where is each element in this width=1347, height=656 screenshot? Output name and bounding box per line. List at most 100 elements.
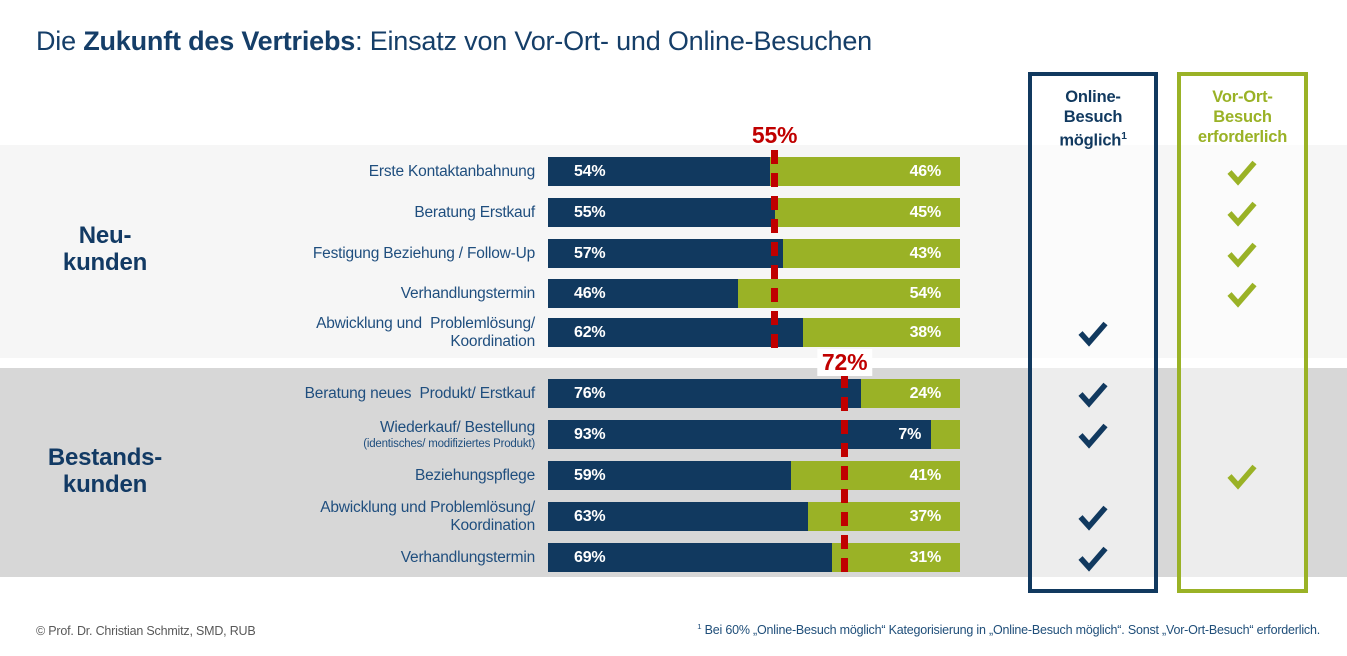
online-check-icon — [1077, 545, 1109, 572]
threshold-line-55 — [771, 150, 779, 357]
row-label: Erste Kontaktanbahnung — [0, 163, 535, 181]
bar-value: 46% — [574, 284, 606, 302]
footnote-marker: 1 — [697, 622, 702, 631]
stacked-bar: 63% 37% — [548, 502, 960, 531]
bar-value: 31% — [909, 548, 942, 566]
bar-value: 7% — [898, 425, 922, 443]
bar-segment-navy: 46% — [548, 279, 738, 308]
bar-value: 76% — [574, 384, 606, 402]
online-check-icon — [1077, 422, 1109, 449]
bar-segment-navy: 59% — [548, 461, 792, 490]
threshold-label-72: 72% — [816, 349, 873, 376]
row-label-text: Beratung Erstkauf — [414, 203, 535, 221]
chart-row: Beratung neues Produkt/ Erstkauf 76% 24% — [0, 379, 960, 408]
bar-value: 54% — [909, 284, 942, 302]
bar-value: 41% — [909, 466, 942, 484]
row-label: Beratung Erstkauf — [0, 204, 535, 222]
footnote-text: 1 Bei 60% „Online-Besuch möglich“ Katego… — [697, 622, 1320, 637]
row-label: Festigung Beziehung / Follow-Up — [0, 245, 535, 263]
vor-ort-check-icon — [1226, 463, 1258, 490]
row-label-text: Koordination — [450, 516, 535, 534]
bar-value: 59% — [574, 466, 606, 484]
bar-value: 54% — [574, 162, 606, 180]
stacked-bar: 54% 46% — [548, 157, 960, 186]
column-online-header: Online- Besuch möglich1 — [1032, 76, 1154, 151]
stacked-bar: 76% 24% — [548, 379, 960, 408]
row-label: Wiederkauf/ Bestellung (identisches/ modi… — [0, 419, 535, 451]
row-label: Abwicklung und Problemlösung/Koordinatio… — [0, 499, 535, 535]
chart-row: Beratung Erstkauf 55% 45% — [0, 198, 960, 227]
stacked-bar: 57% 43% — [548, 239, 960, 268]
group-label-line: kunden — [62, 249, 148, 276]
row-label-text: Abwicklung und Problemlösung/ — [320, 498, 535, 516]
bar-segment-green: 41% — [791, 461, 960, 490]
column-header-line: Vor-Ort- — [1212, 88, 1273, 106]
stacked-bar: 93% 7% — [548, 420, 960, 449]
stacked-bar: 55% 45% — [548, 198, 960, 227]
row-label: Verhandlungstermin — [0, 549, 535, 567]
bar-segment-green: 37% — [807, 502, 960, 531]
stacked-bar: 62% 38% — [548, 318, 960, 347]
chart-row: Erste Kontaktanbahnung 54% 46% — [0, 157, 960, 186]
row-label: Abwicklung und Problemlösung/Koordinatio… — [0, 315, 535, 351]
bar-segment-green: 24% — [861, 379, 960, 408]
column-voro-header: Vor-Ort- Besuch erforderlich — [1181, 76, 1304, 147]
row-label-text: Beziehungspflege — [414, 466, 535, 484]
bar-segment-navy: 93% 7% — [548, 420, 932, 449]
chart-row: Wiederkauf/ Bestellung (identisches/ modi… — [0, 419, 960, 451]
chart-row: Abwicklung und Problemlösung/Koordinatio… — [0, 315, 960, 350]
copyright-text: © Prof. Dr. Christian Schmitz, SMD, RUB — [36, 624, 256, 638]
bar-value: 69% — [574, 548, 606, 566]
group-label-line: kunden — [62, 471, 148, 498]
column-header-line: Besuch — [1063, 108, 1123, 126]
bar-value: 45% — [909, 203, 942, 221]
column-header-line: Besuch — [1213, 108, 1272, 126]
bar-segment-navy: 57% — [548, 239, 783, 268]
column-vor-ort-besuch: Vor-Ort- Besuch erforderlich — [1177, 72, 1308, 593]
bar-segment-green: 38% — [803, 318, 960, 347]
vor-ort-check-icon — [1226, 159, 1258, 186]
title-bold: Zukunft des Vertriebs — [83, 26, 356, 56]
bar-value: 62% — [574, 323, 606, 341]
bar-segment-green: 43% — [782, 239, 960, 268]
threshold-line-72 — [841, 374, 849, 581]
threshold-label-55: 55% — [751, 122, 798, 148]
online-check-icon — [1077, 320, 1109, 347]
group-label-neukunden: Neu- kunden — [15, 222, 195, 276]
column-header-line: erforderlich — [1197, 128, 1288, 146]
bar-value: 38% — [909, 323, 942, 341]
title-suffix: : Einsatz von Vor-Ort- und Online-Besuch… — [355, 26, 872, 56]
column-header-line: Online- — [1065, 88, 1121, 106]
bar-segment-green: 31% — [832, 543, 960, 572]
bar-segment-green: 45% — [774, 198, 960, 227]
page-title: Die Zukunft des Vertriebs: Einsatz von V… — [36, 26, 872, 57]
bar-value: 57% — [574, 244, 606, 262]
bar-value: 55% — [574, 203, 606, 221]
group-label-bestandskunden: Bestands- kunden — [15, 444, 195, 498]
bar-value: 37% — [909, 507, 942, 525]
title-prefix: Die — [36, 26, 84, 56]
bar-segment-green — [931, 420, 960, 449]
row-label-text: Erste Kontaktanbahnung — [368, 162, 535, 180]
row-label-text: Verhandlungstermin — [400, 284, 535, 302]
row-label-text: Wiederkauf/ Bestellung — [380, 418, 535, 436]
bar-segment-navy: 69% — [548, 543, 833, 572]
bar-segment-navy: 54% — [548, 157, 771, 186]
chart-row: Festigung Beziehung / Follow-Up 57% 43% — [0, 239, 960, 268]
footnote-marker: 1 — [1121, 131, 1127, 142]
bar-segment-navy: 63% — [548, 502, 808, 531]
bar-value: 43% — [909, 244, 942, 262]
bar-segment-green: 46% — [770, 157, 960, 186]
row-label: Beziehungspflege — [0, 467, 535, 485]
bar-segment-navy: 55% — [548, 198, 775, 227]
online-check-icon — [1077, 381, 1109, 408]
row-label: Beratung neues Produkt/ Erstkauf — [0, 385, 536, 403]
row-label-text: Verhandlungstermin — [400, 548, 535, 566]
stacked-bar: 46% 54% — [548, 279, 960, 308]
column-header-text: möglich — [1059, 131, 1122, 150]
group-label-line: Bestands- — [47, 444, 163, 471]
row-label-text: Koordination — [450, 332, 535, 350]
vor-ort-check-icon — [1226, 281, 1258, 308]
bar-value: 46% — [909, 162, 942, 180]
bar-value: 93% — [574, 425, 606, 443]
